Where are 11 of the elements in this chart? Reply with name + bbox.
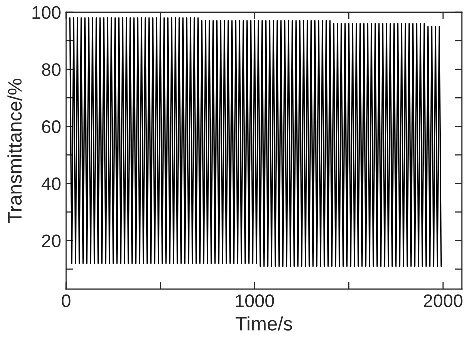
y-tick-label: 60	[42, 120, 61, 134]
x-tick-label: 1000	[236, 294, 274, 308]
y-axis-title: Transmittance/%	[8, 78, 22, 224]
x-axis-title: Time/s	[236, 316, 292, 331]
y-tick-label: 100	[32, 6, 61, 20]
y-tick-label: 40	[42, 178, 61, 190]
y-tick-label: 20	[42, 234, 61, 248]
y-tick-label: 80	[42, 63, 61, 76]
line-series	[70, 18, 442, 268]
x-tick-label: 2000	[424, 294, 463, 308]
x-tick-label: 0	[62, 294, 71, 308]
